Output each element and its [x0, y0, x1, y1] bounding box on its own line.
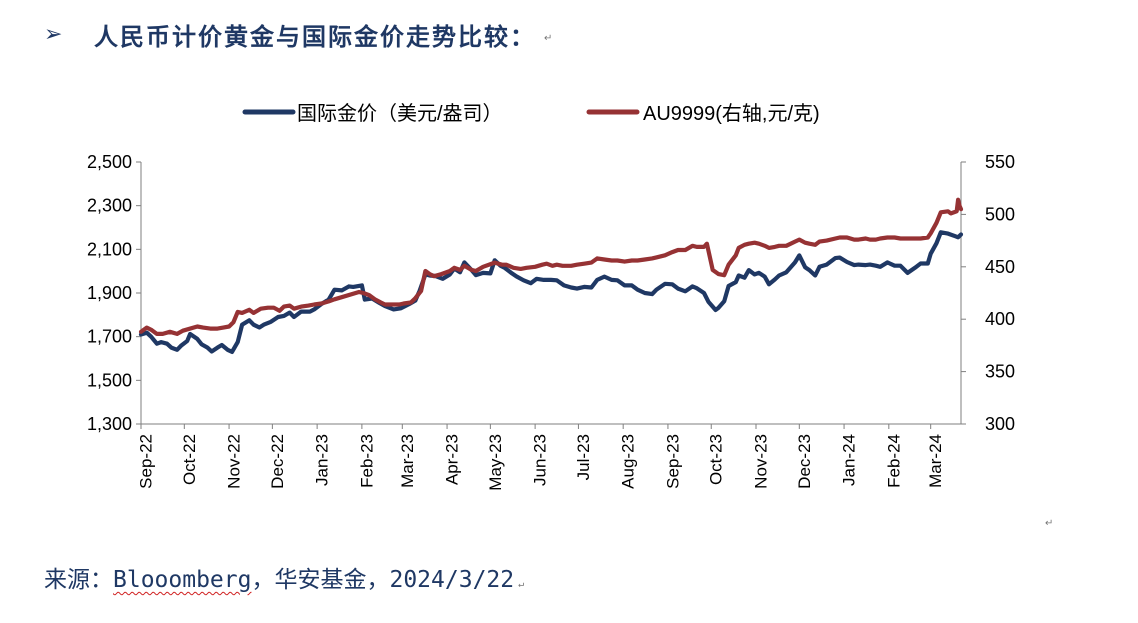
legend-item-au9999: AU9999(右轴,元/克)	[586, 102, 820, 125]
paragraph-mark-icon: ↵	[518, 579, 525, 590]
x-axis-tick-label: Feb-24	[884, 434, 903, 488]
chart-axes: 1,300 1,500 1,700 1,900 2,100 2,300 2,500 300 35…	[87, 152, 1015, 491]
right-axis-tick-label: 500	[985, 204, 1015, 224]
chart-legend: 国际金价（美元/盎司） AU9999(右轴,元/克)	[242, 102, 820, 125]
series-line-intl-gold	[138, 230, 964, 354]
left-axis-tick-label: 1,900	[87, 283, 132, 303]
x-axis-tick-label: Apr-23	[443, 434, 462, 485]
header: ➢ 人民币计价黄金与国际金价走势比较： ↵	[44, 18, 553, 51]
chart-series	[138, 197, 964, 354]
x-axis-tick-label: Sep-22	[136, 434, 155, 489]
source-note: 来源：Blooomberg，华安基金，2024/3/22 ↵	[44, 560, 524, 594]
legend-item-intl-gold: 国际金价（美元/盎司）	[242, 102, 503, 125]
x-axis-tick-label: Jan-23	[313, 434, 332, 486]
x-axis-tick-label: Nov-23	[751, 434, 770, 489]
left-axis-tick-label: 1,300	[87, 414, 132, 434]
x-axis-tick-label: Jul-23	[574, 434, 593, 480]
right-axis-tick-label: 550	[985, 152, 1015, 172]
x-axis-tick-label: Dec-22	[268, 434, 287, 489]
legend-label: 国际金价（美元/盎司）	[297, 102, 503, 125]
left-axis-tick-label: 2,100	[87, 239, 132, 259]
paragraph-mark-icon: ↵	[544, 33, 553, 44]
source-prefix: 来源：	[44, 567, 113, 593]
x-axis-tick-label: Sep-23	[663, 434, 682, 489]
legend-label: AU9999(右轴,元/克)	[643, 102, 820, 125]
right-axis-tick-label: 450	[985, 257, 1015, 277]
x-axis-tick-label: Mar-23	[398, 434, 417, 488]
x-axis-tick-label: Oct-23	[707, 434, 726, 485]
x-axis-tick-label: Dec-23	[795, 434, 814, 489]
x-axis-tick-label: Jun-23	[531, 434, 550, 486]
source-suffix: ，华安基金，2024/3/22	[251, 567, 515, 593]
source-brand: Blooomberg	[113, 567, 252, 593]
x-axis-tick-label: Nov-22	[225, 434, 244, 489]
x-axis-tick-label: Oct-22	[180, 434, 199, 485]
bullet-arrow-icon: ➢	[44, 21, 63, 47]
x-axis-tick-label: Jan-24	[840, 434, 859, 486]
left-axis-tick-label: 1,500	[87, 370, 132, 390]
x-axis-tick-label: Aug-23	[619, 434, 638, 489]
x-axis-tick-label: Mar-24	[926, 434, 945, 488]
x-axis-tick-label: May-23	[486, 434, 505, 491]
page-title: 人民币计价黄金与国际金价走势比较：	[94, 21, 536, 51]
left-axis-tick-label: 2,500	[87, 152, 132, 172]
x-axis-tick-label: Feb-23	[357, 434, 376, 488]
right-axis-tick-label: 400	[985, 309, 1015, 329]
paragraph-mark-icon: ↵	[1045, 518, 1054, 529]
left-axis-tick-label: 1,700	[87, 327, 132, 347]
left-axis-tick-label: 2,300	[87, 196, 132, 216]
right-axis-tick-label: 350	[985, 362, 1015, 382]
series-line-au9999	[138, 197, 964, 336]
right-axis-tick-label: 300	[985, 414, 1015, 434]
